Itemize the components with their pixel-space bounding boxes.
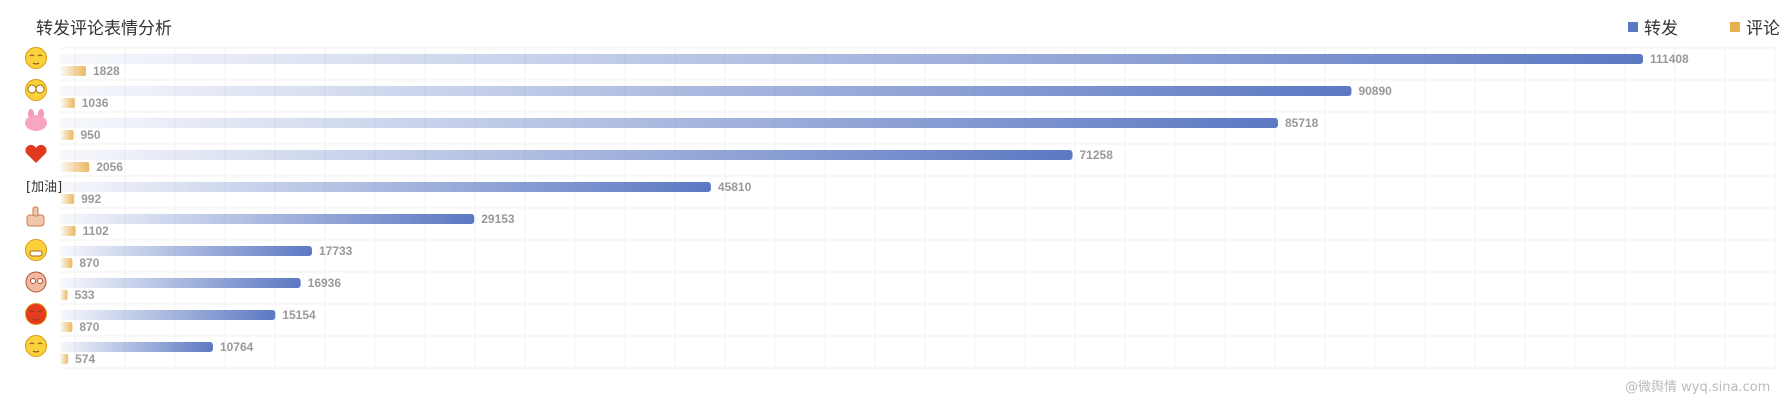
bar-forward [60,246,312,256]
bar-comment [60,130,74,140]
bar-comment [60,194,75,204]
bar-forward [60,182,711,192]
emoji-cover-mouth-icon [25,335,47,357]
legend-label-comment: 评论 [1746,19,1780,39]
legend-swatch-comment [1730,21,1740,32]
data-label-comment: 870 [79,256,99,270]
bar-forward [60,214,475,224]
bar-forward [60,278,301,288]
bar-forward [60,310,276,320]
data-label-forward: 71258 [1080,148,1114,162]
data-label-comment: 950 [80,128,100,142]
bar-comment [60,258,73,268]
bar-comment [60,322,73,332]
data-label-forward: 16936 [308,276,342,290]
data-label-forward: 17733 [319,244,353,258]
data-label-forward: 10764 [220,340,254,354]
legend-item-forward[interactable]: 转发 [1628,14,1678,39]
bar-forward [60,86,1352,96]
bar-comment [60,354,69,364]
emoji-heart-icon [25,144,47,163]
legend-item-comment[interactable]: 评论 [1730,14,1780,39]
category-label-text: [加油] [26,180,62,195]
watermark: @微舆情 wyq.sina.com [1625,380,1771,395]
data-label-forward: 29153 [481,212,515,226]
data-label-forward: 111408 [1650,52,1689,66]
emoji-shy-kiss-icon [25,47,47,69]
emoji-crying-pig-icon [25,271,47,293]
bar-comment [60,98,75,108]
data-label-comment: 1102 [83,224,109,238]
bar-forward [60,150,1073,160]
data-label-forward: 45810 [718,180,752,194]
bar-comment [60,290,68,300]
emoji-heart-face-icon [25,303,47,325]
data-label-forward: 90890 [1358,84,1392,98]
bar-comment [60,162,90,172]
chart-title: 转发评论表情分析 [36,19,172,39]
category-label: [加油] [26,180,62,195]
bar-forward [60,54,1643,64]
data-label-comment: 1036 [82,96,109,110]
data-label-comment: 870 [79,320,99,334]
legend-swatch-forward [1628,21,1638,32]
data-label-forward: 85718 [1285,116,1319,130]
legend-label-forward: 转发 [1644,19,1678,39]
data-label-comment: 992 [81,192,101,206]
emoji-thumbs-up-icon [26,206,45,227]
bar-forward [60,342,213,352]
emoji-glasses-icon [25,79,47,101]
data-label-comment: 533 [75,288,95,302]
data-label-comment: 2056 [96,160,123,174]
bar-forward [60,118,1278,128]
data-label-comment: 574 [75,352,95,366]
data-label-comment: 1828 [93,64,120,78]
bar-comment [60,66,86,76]
data-label-forward: 15154 [282,308,316,322]
emoji-grin-icon [25,239,47,261]
emoji-pink-bunny-icon [25,109,47,131]
bar-comment [60,226,76,236]
